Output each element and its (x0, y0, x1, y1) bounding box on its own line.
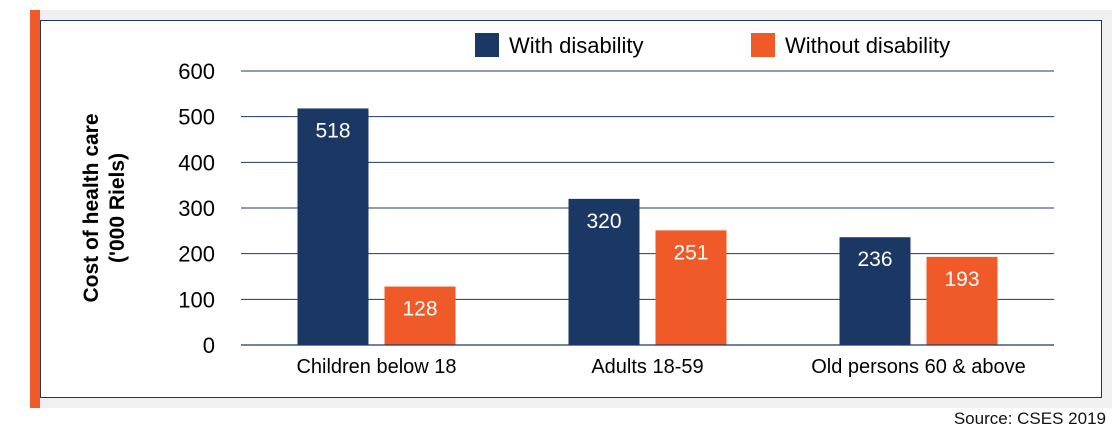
legend-label: With disability (509, 33, 643, 58)
x-tick-label: Adults 18-59 (591, 356, 703, 378)
y-tick-label: 100 (178, 287, 215, 312)
gridlines (241, 70, 1054, 300)
data-label: 236 (857, 248, 892, 271)
legend: With disability Without disability (475, 33, 950, 58)
bar (568, 198, 640, 345)
bar (297, 108, 369, 346)
axes: 0 100 200 300 400 500 600 Children below 18 Adul… (80, 59, 1054, 378)
bar (655, 230, 727, 345)
y-axis-title-line: ('000 Riels) (106, 153, 129, 263)
bar (384, 286, 456, 345)
y-tick-label: 500 (178, 105, 215, 130)
legend-swatch (475, 33, 499, 57)
y-tick-label: 400 (178, 150, 215, 175)
accent-bar (30, 10, 40, 408)
data-label: 193 (944, 268, 979, 291)
bar (839, 237, 911, 345)
y-tick-label: 0 (203, 333, 215, 358)
bars: 518 128 320 251 236 193 (297, 108, 998, 346)
chart-frame: 518 128 320 251 236 193 0 100 200 300 400 500 600 Ch… (40, 20, 1102, 398)
bar-chart: 518 128 320 251 236 193 0 100 200 300 400 500 600 Ch… (80, 33, 1054, 378)
y-tick-label: 600 (178, 59, 215, 84)
source-note: Source: CSES 2019 (953, 409, 1106, 428)
y-axis-title-line: Cost of health care (80, 113, 103, 302)
data-label: 320 (586, 210, 621, 233)
x-tick-label: Children below 18 (296, 356, 456, 378)
x-tick-label: Old persons 60 & above (811, 356, 1026, 378)
y-tick-label: 200 (178, 242, 215, 267)
data-label: 251 (673, 241, 708, 264)
data-label: 518 (315, 119, 350, 142)
bar (926, 256, 998, 345)
data-label: 128 (402, 298, 437, 321)
y-tick-label: 300 (178, 196, 215, 221)
legend-swatch (751, 33, 775, 57)
legend-label: Without disability (785, 33, 950, 58)
